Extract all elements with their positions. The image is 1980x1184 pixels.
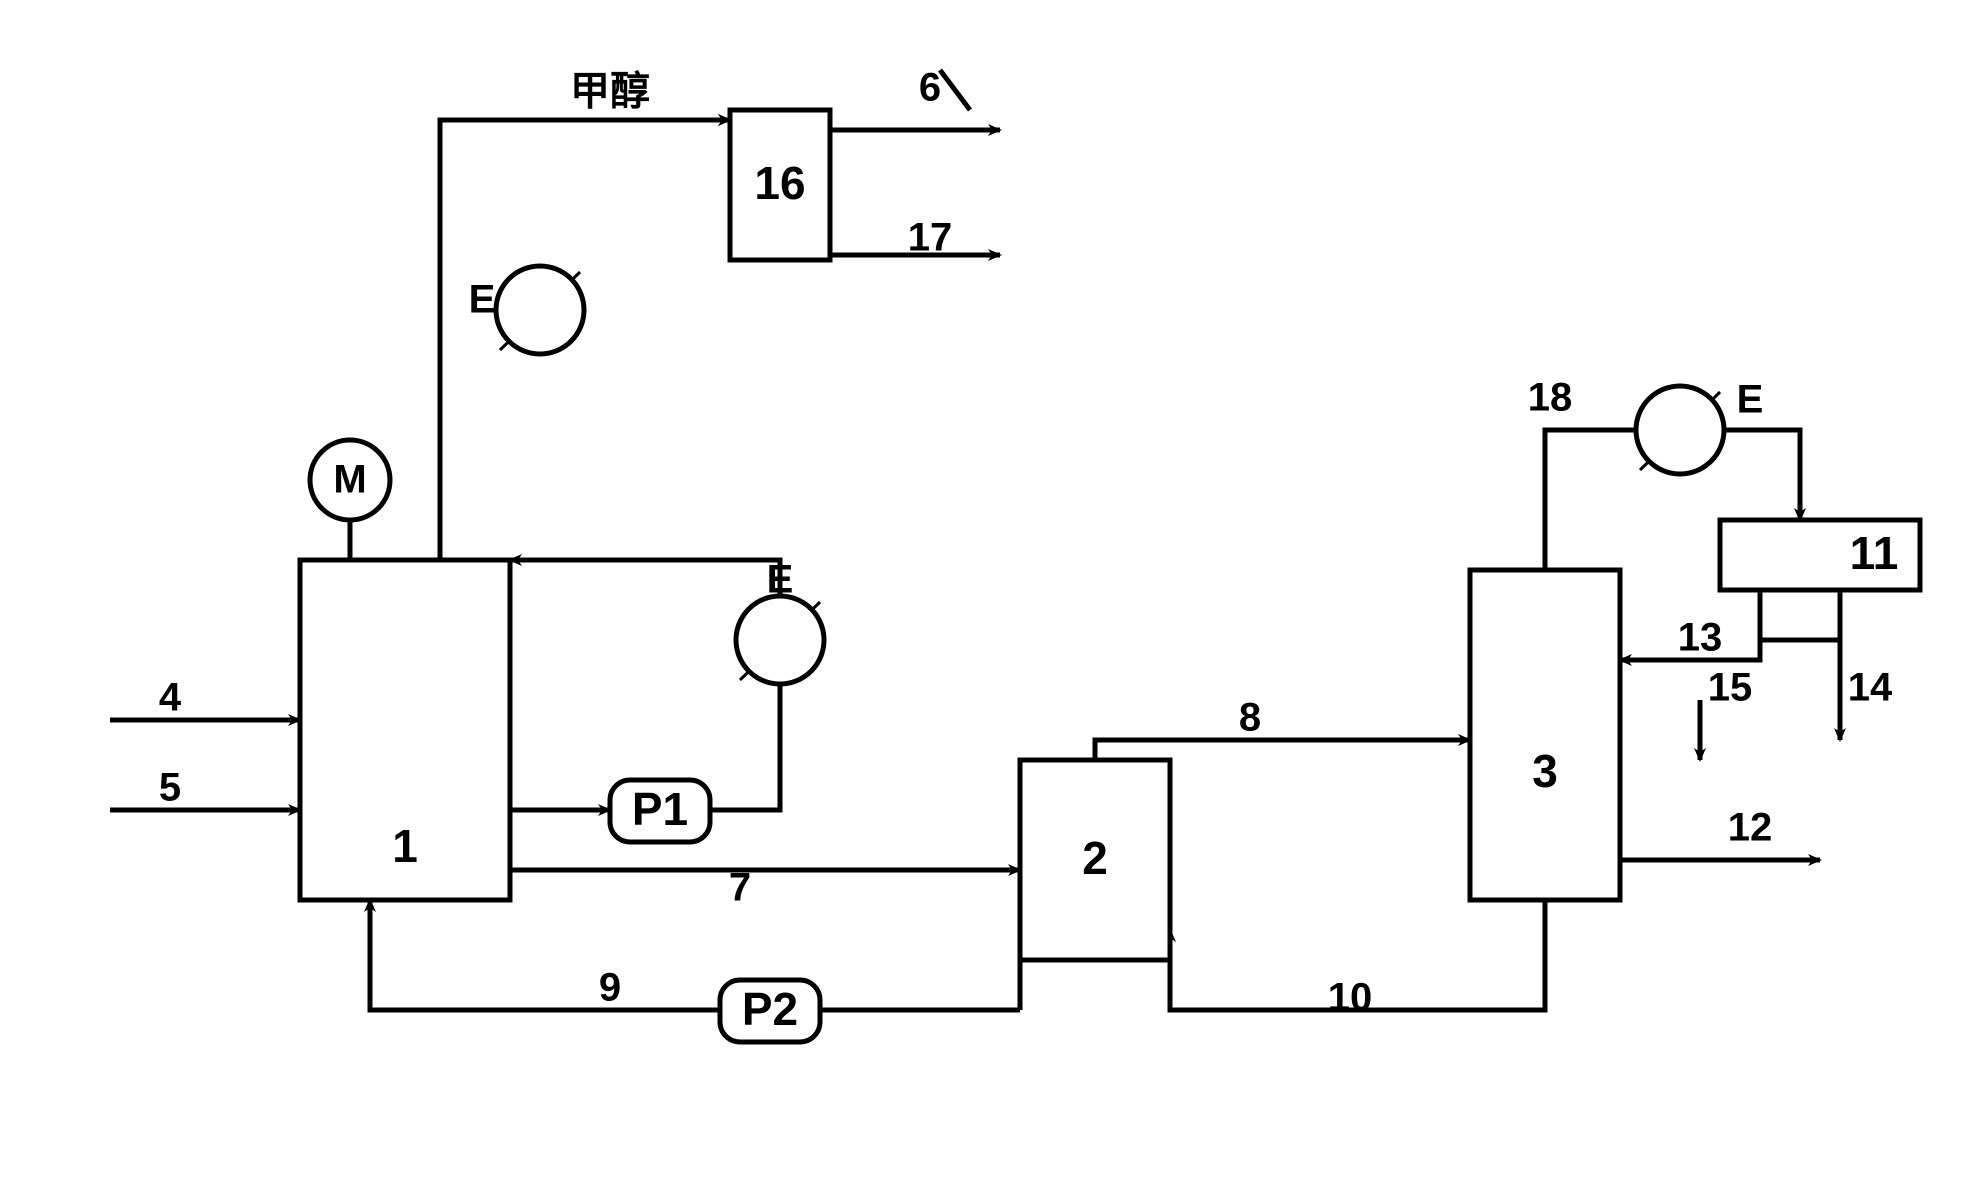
node-label-hxE_far: E (1737, 378, 1764, 422)
stream-label-n13: 13 (1678, 616, 1723, 660)
node-E (736, 596, 824, 684)
node-11-outlet (1760, 590, 1840, 640)
node-label-1: 1 (392, 820, 418, 872)
node-label-3: 3 (1532, 745, 1558, 797)
stream-label-n10: 10 (1328, 976, 1373, 1020)
stream-label-n5: 5 (159, 766, 181, 810)
stream-label-n8: 8 (1239, 696, 1261, 740)
node-label-motorM: M (333, 458, 366, 502)
node-label-hxE_top: E (469, 278, 496, 322)
node-label-P1: P1 (632, 783, 688, 835)
edge-e6_tick (940, 70, 970, 110)
edge-e9b (370, 900, 720, 1010)
node-label-11: 11 (1850, 527, 1899, 579)
stream-label-n4: 4 (159, 676, 182, 720)
edge-e18a (1545, 430, 1636, 570)
stream-label-n9: 9 (599, 966, 621, 1010)
stream-label-n14: 14 (1848, 666, 1893, 710)
process-flow-diagram: 1231611P1P2MEEE 甲醇45678910121314151718 (0, 0, 1980, 1184)
edge-e_p1b (710, 684, 780, 810)
node-label-hxE_right: E (767, 558, 794, 602)
stream-label-methanol: 甲醇 (570, 70, 650, 114)
node-E (1636, 386, 1724, 474)
stream-label-n12: 12 (1728, 806, 1773, 850)
edge-e_p1c (510, 560, 780, 596)
stream-label-n6: 6 (919, 66, 941, 110)
node-E (496, 266, 584, 354)
node-3 (1470, 570, 1620, 900)
edge-e8 (1095, 740, 1470, 760)
stream-label-n18: 18 (1528, 376, 1573, 420)
nodes: 1231611P1P2MEEE (300, 110, 1920, 1042)
node-label-16: 16 (754, 157, 805, 209)
edge-e18b (1724, 430, 1800, 520)
node-label-2: 2 (1082, 832, 1108, 884)
stream-label-n7: 7 (729, 866, 751, 910)
edge-e_top1 (440, 120, 730, 560)
stream-label-n17: 17 (908, 216, 953, 260)
stream-label-n15: 15 (1708, 666, 1753, 710)
node-label-P2: P2 (742, 983, 798, 1035)
